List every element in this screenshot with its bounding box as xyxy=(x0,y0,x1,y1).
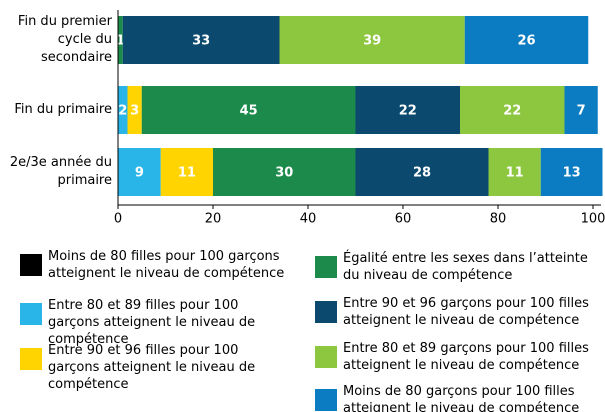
value-label: 30 xyxy=(275,166,293,181)
value-label: 11 xyxy=(178,166,196,181)
legend-label: Entre 90 et 96 garçons pour 100 filles a… xyxy=(343,296,589,328)
bar-segment xyxy=(564,86,598,134)
value-label: 33 xyxy=(192,34,210,49)
bar-segment xyxy=(118,86,128,134)
legend-label: Moins de 80 filles pour 100 garçons atte… xyxy=(48,249,285,281)
bar-segment xyxy=(279,16,465,64)
legend-label: Entre 90 et 96 filles pour 100 garçons a… xyxy=(48,343,256,392)
bar-segment xyxy=(540,148,603,196)
bar-segment xyxy=(160,148,213,196)
bar-segment xyxy=(460,86,565,134)
value-label: 26 xyxy=(517,34,535,49)
value-label: 22 xyxy=(399,104,417,119)
value-label: 28 xyxy=(413,166,431,181)
bar-segment xyxy=(141,86,356,134)
legend-swatch xyxy=(20,303,42,325)
bar-segment xyxy=(355,148,489,196)
value-label: 45 xyxy=(240,104,258,119)
bar-segment xyxy=(127,86,142,134)
x-tick-label: 60 xyxy=(395,212,412,227)
value-label: 2 xyxy=(118,104,127,119)
category-label: 2e/3e année du primaire xyxy=(9,155,112,188)
value-label: 11 xyxy=(506,166,524,181)
x-tick-label: 40 xyxy=(300,212,317,227)
x-tick-label: 80 xyxy=(490,212,507,227)
legend-label: Entre 80 et 89 filles pour 100 garçons a… xyxy=(48,298,256,347)
value-label: 1 xyxy=(116,34,125,49)
bar-segment xyxy=(122,16,280,64)
legend-swatch xyxy=(315,301,337,323)
legend-swatch xyxy=(315,389,337,411)
bar-segment xyxy=(464,16,589,64)
bar-segment xyxy=(488,148,541,196)
legend-label: Entre 80 et 89 garçons pour 100 filles a… xyxy=(343,341,589,373)
x-tick-label: 20 xyxy=(205,212,222,227)
value-label: 39 xyxy=(363,34,381,49)
bar-segment xyxy=(118,148,161,196)
category-label: Fin du premier cycle du secondaire xyxy=(17,14,112,65)
bar-segment xyxy=(355,86,460,134)
value-label: 9 xyxy=(135,166,144,181)
legend-label: Égalité entre les sexes dans l’atteinte … xyxy=(343,251,588,283)
legend-label: Moins de 80 garçons pour 100 filles atte… xyxy=(343,384,580,412)
legend-swatch xyxy=(20,254,42,276)
value-label: 22 xyxy=(503,104,521,119)
bar-segment xyxy=(213,148,356,196)
legend-swatch xyxy=(315,346,337,368)
category-label: Fin du primaire xyxy=(14,102,112,117)
value-label: 3 xyxy=(130,104,139,119)
value-label: 13 xyxy=(563,166,581,181)
x-tick-label: 0 xyxy=(114,212,122,227)
legend-swatch xyxy=(315,256,337,278)
value-label: 7 xyxy=(577,104,586,119)
legend-swatch xyxy=(20,348,42,370)
x-tick-label: 100 xyxy=(581,212,605,227)
bar-segment xyxy=(118,16,123,64)
